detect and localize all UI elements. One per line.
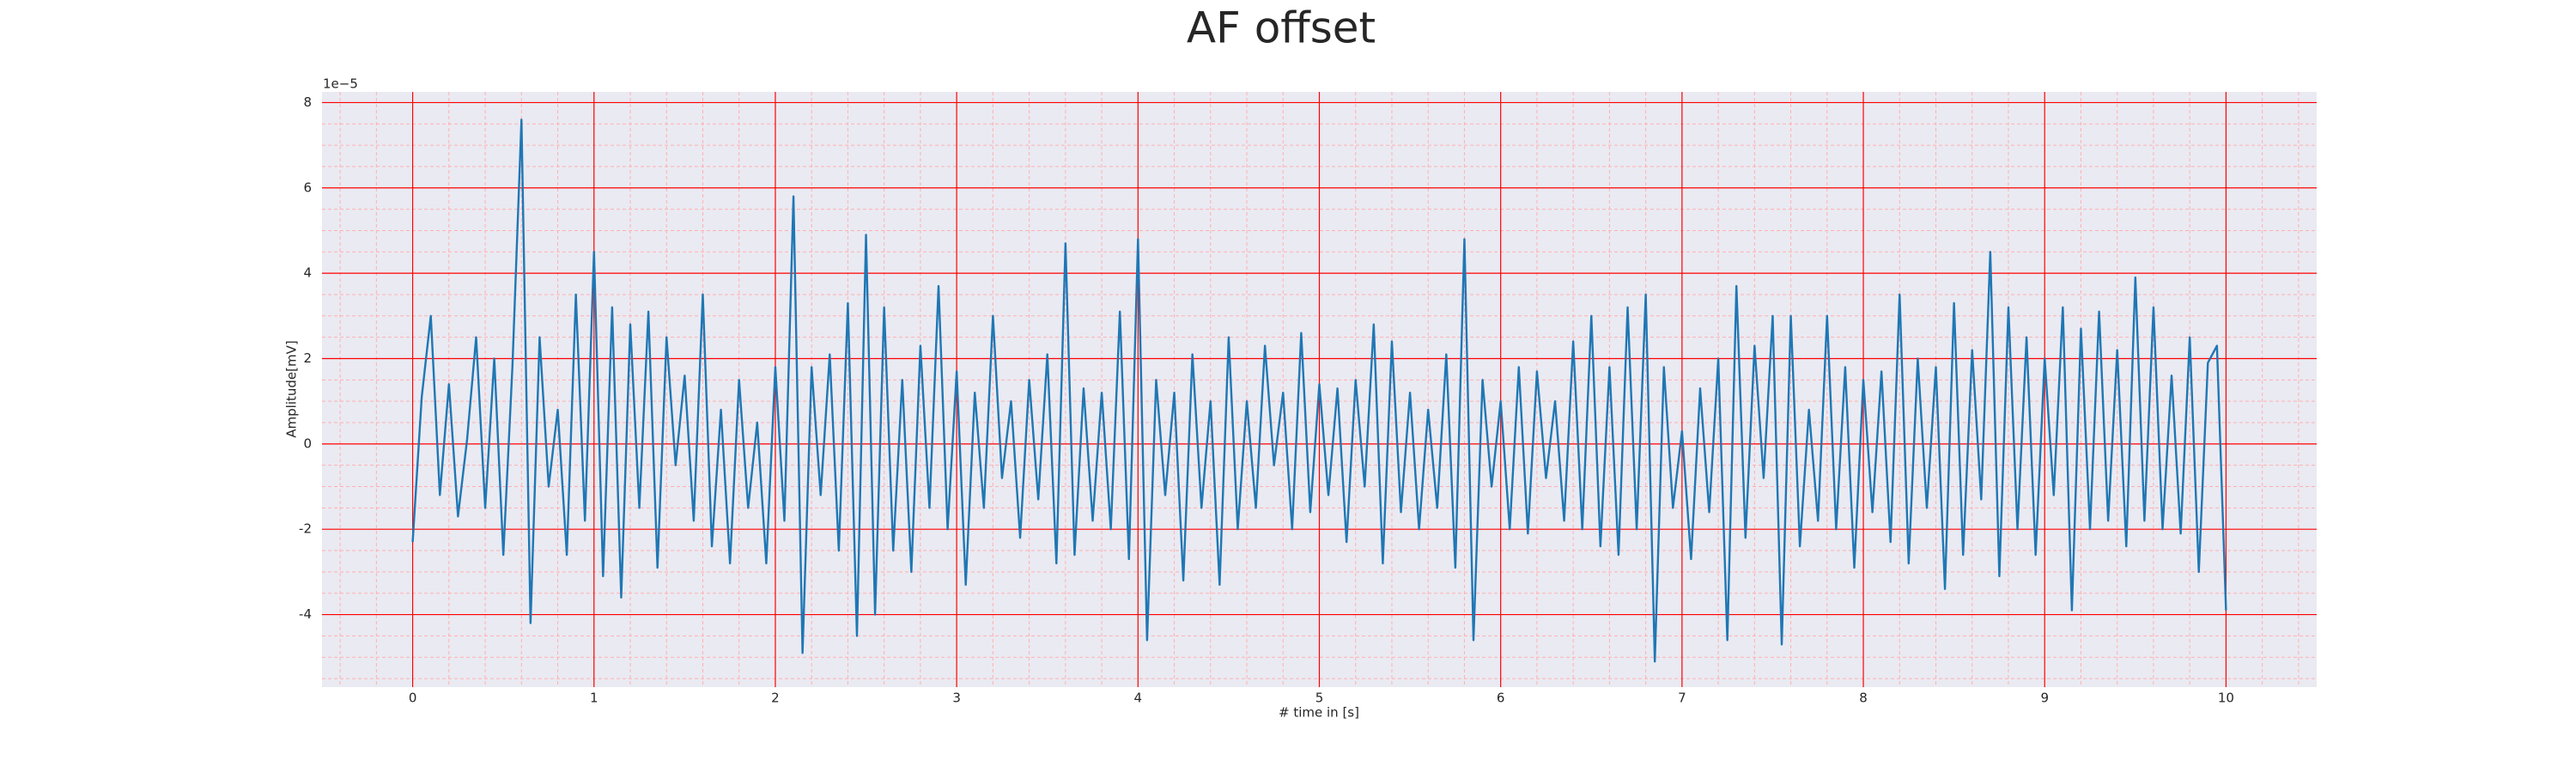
x-axis-label: # time in [s]: [1279, 705, 1359, 721]
y-tick-label: 6: [303, 180, 312, 195]
x-tick-label: 3: [952, 691, 961, 706]
x-tick-label: 1: [590, 691, 598, 706]
y-tick-label: -4: [299, 606, 312, 622]
offset-text: 1e−5: [323, 76, 358, 92]
y-axis-label: Amplitude[mV]: [284, 340, 300, 437]
y-tick-label: 8: [303, 94, 312, 110]
x-tick-label: 5: [1315, 691, 1324, 706]
y-tick-label: 0: [303, 435, 312, 451]
chart-title: AF offset: [1187, 3, 1376, 53]
y-tick-label: 2: [303, 350, 312, 366]
x-tick-label: 4: [1134, 691, 1143, 706]
x-tick-label: 2: [771, 691, 780, 706]
y-tick-label: -2: [299, 521, 312, 537]
data-line: [411, 119, 2227, 663]
x-tick-label: 9: [2040, 691, 2049, 706]
x-tick-label: 0: [409, 691, 417, 706]
y-tick-label: 4: [303, 265, 312, 281]
x-tick-label: 7: [1678, 691, 1686, 706]
x-tick-label: 10: [2218, 691, 2234, 706]
x-tick-label: 6: [1497, 691, 1505, 706]
x-tick-label: 8: [1859, 691, 1868, 706]
